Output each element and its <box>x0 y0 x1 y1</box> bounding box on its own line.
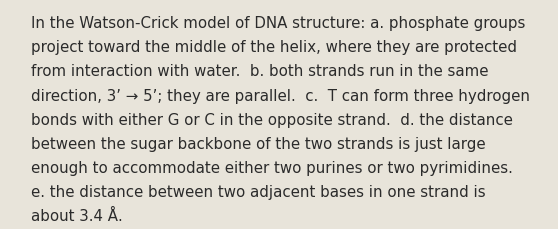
Text: from interaction with water.  b. both strands run in the same: from interaction with water. b. both str… <box>31 64 488 79</box>
Text: In the Watson-Crick model of DNA structure: a. phosphate groups: In the Watson-Crick model of DNA structu… <box>31 16 525 31</box>
Text: about 3.4 Å.: about 3.4 Å. <box>31 208 122 223</box>
Text: e. the distance between two adjacent bases in one strand is: e. the distance between two adjacent bas… <box>31 184 485 199</box>
Text: enough to accommodate either two purines or two pyrimidines.: enough to accommodate either two purines… <box>31 160 513 175</box>
Text: direction, 3’ → 5’; they are parallel.  c.  T can form three hydrogen: direction, 3’ → 5’; they are parallel. c… <box>31 88 530 103</box>
Text: project toward the middle of the helix, where they are protected: project toward the middle of the helix, … <box>31 40 517 55</box>
Text: between the sugar backbone of the two strands is just large: between the sugar backbone of the two st… <box>31 136 485 151</box>
Text: bonds with either G or C in the opposite strand.  d. the distance: bonds with either G or C in the opposite… <box>31 112 513 127</box>
